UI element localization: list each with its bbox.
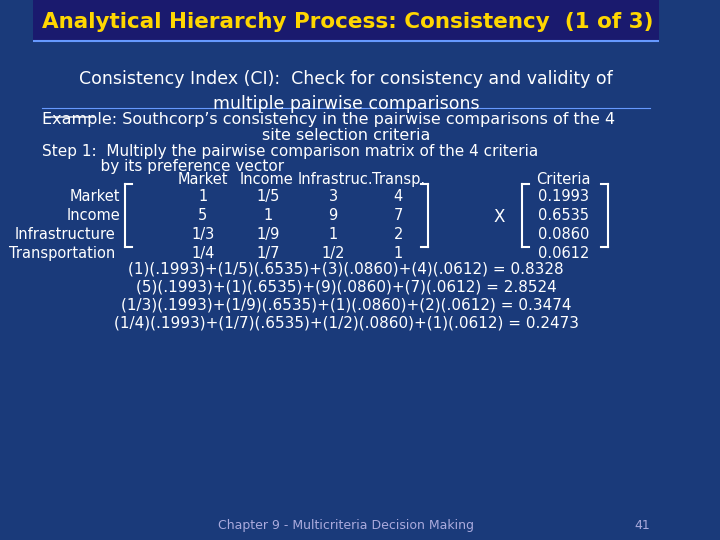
- Text: Income: Income: [239, 172, 293, 187]
- Text: 1: 1: [328, 227, 338, 242]
- Text: X: X: [493, 208, 505, 226]
- Text: 1/5: 1/5: [256, 189, 279, 204]
- Text: 9: 9: [328, 208, 338, 223]
- Text: Market: Market: [178, 172, 228, 187]
- Text: Consistency Index (CI):  Check for consistency and validity of
multiple pairwise: Consistency Index (CI): Check for consis…: [79, 70, 613, 113]
- Text: Chapter 9 - Multicriteria Decision Making: Chapter 9 - Multicriteria Decision Makin…: [218, 519, 474, 532]
- Text: by its preference vector: by its preference vector: [42, 159, 284, 174]
- Text: Analytical Hierarchy Process: Consistency  (1 of 3): Analytical Hierarchy Process: Consistenc…: [42, 12, 654, 32]
- Text: (1/3)(.1993)+(1/9)(.6535)+(1)(.0860)+(2)(.0612) = 0.3474: (1/3)(.1993)+(1/9)(.6535)+(1)(.0860)+(2)…: [121, 298, 572, 313]
- Text: 1/2: 1/2: [321, 246, 345, 261]
- Text: 1: 1: [198, 189, 207, 204]
- Text: 7: 7: [394, 208, 403, 223]
- Text: 4: 4: [394, 189, 402, 204]
- Text: 1: 1: [394, 246, 402, 261]
- Text: 3: 3: [328, 189, 338, 204]
- FancyBboxPatch shape: [33, 0, 659, 40]
- Text: Step 1:  Multiply the pairwise comparison matrix of the 4 criteria: Step 1: Multiply the pairwise comparison…: [42, 144, 539, 159]
- Text: 0.0860: 0.0860: [538, 227, 589, 242]
- Text: Example: Southcorp’s consistency in the pairwise comparisons of the 4: Example: Southcorp’s consistency in the …: [42, 112, 615, 127]
- Text: (1/4)(.1993)+(1/7)(.6535)+(1/2)(.0860)+(1)(.0612) = 0.2473: (1/4)(.1993)+(1/7)(.6535)+(1/2)(.0860)+(…: [114, 316, 579, 331]
- Text: Market: Market: [70, 189, 120, 204]
- Text: Transportation: Transportation: [9, 246, 115, 261]
- Text: site selection criteria: site selection criteria: [262, 128, 431, 143]
- Text: Transp.: Transp.: [372, 172, 425, 187]
- Text: 1/7: 1/7: [256, 246, 279, 261]
- Text: 41: 41: [634, 519, 650, 532]
- Text: 1: 1: [264, 208, 273, 223]
- Text: 0.0612: 0.0612: [538, 246, 589, 261]
- Text: Infrastruc.: Infrastruc.: [298, 172, 374, 187]
- Text: (5)(.1993)+(1)(.6535)+(9)(.0860)+(7)(.0612) = 2.8524: (5)(.1993)+(1)(.6535)+(9)(.0860)+(7)(.06…: [135, 280, 557, 295]
- Text: 0.6535: 0.6535: [538, 208, 589, 223]
- Text: Infrastructure: Infrastructure: [14, 227, 115, 242]
- Text: Criteria: Criteria: [536, 172, 590, 187]
- Text: 1/9: 1/9: [256, 227, 279, 242]
- Text: (1)(.1993)+(1/5)(.6535)+(3)(.0860)+(4)(.0612) = 0.8328: (1)(.1993)+(1/5)(.6535)+(3)(.0860)+(4)(.…: [128, 262, 564, 277]
- Text: 2: 2: [394, 227, 403, 242]
- Text: 5: 5: [198, 208, 207, 223]
- Text: 0.1993: 0.1993: [538, 189, 589, 204]
- Text: Income: Income: [66, 208, 120, 223]
- Text: 1/3: 1/3: [191, 227, 215, 242]
- Text: 1/4: 1/4: [191, 246, 215, 261]
